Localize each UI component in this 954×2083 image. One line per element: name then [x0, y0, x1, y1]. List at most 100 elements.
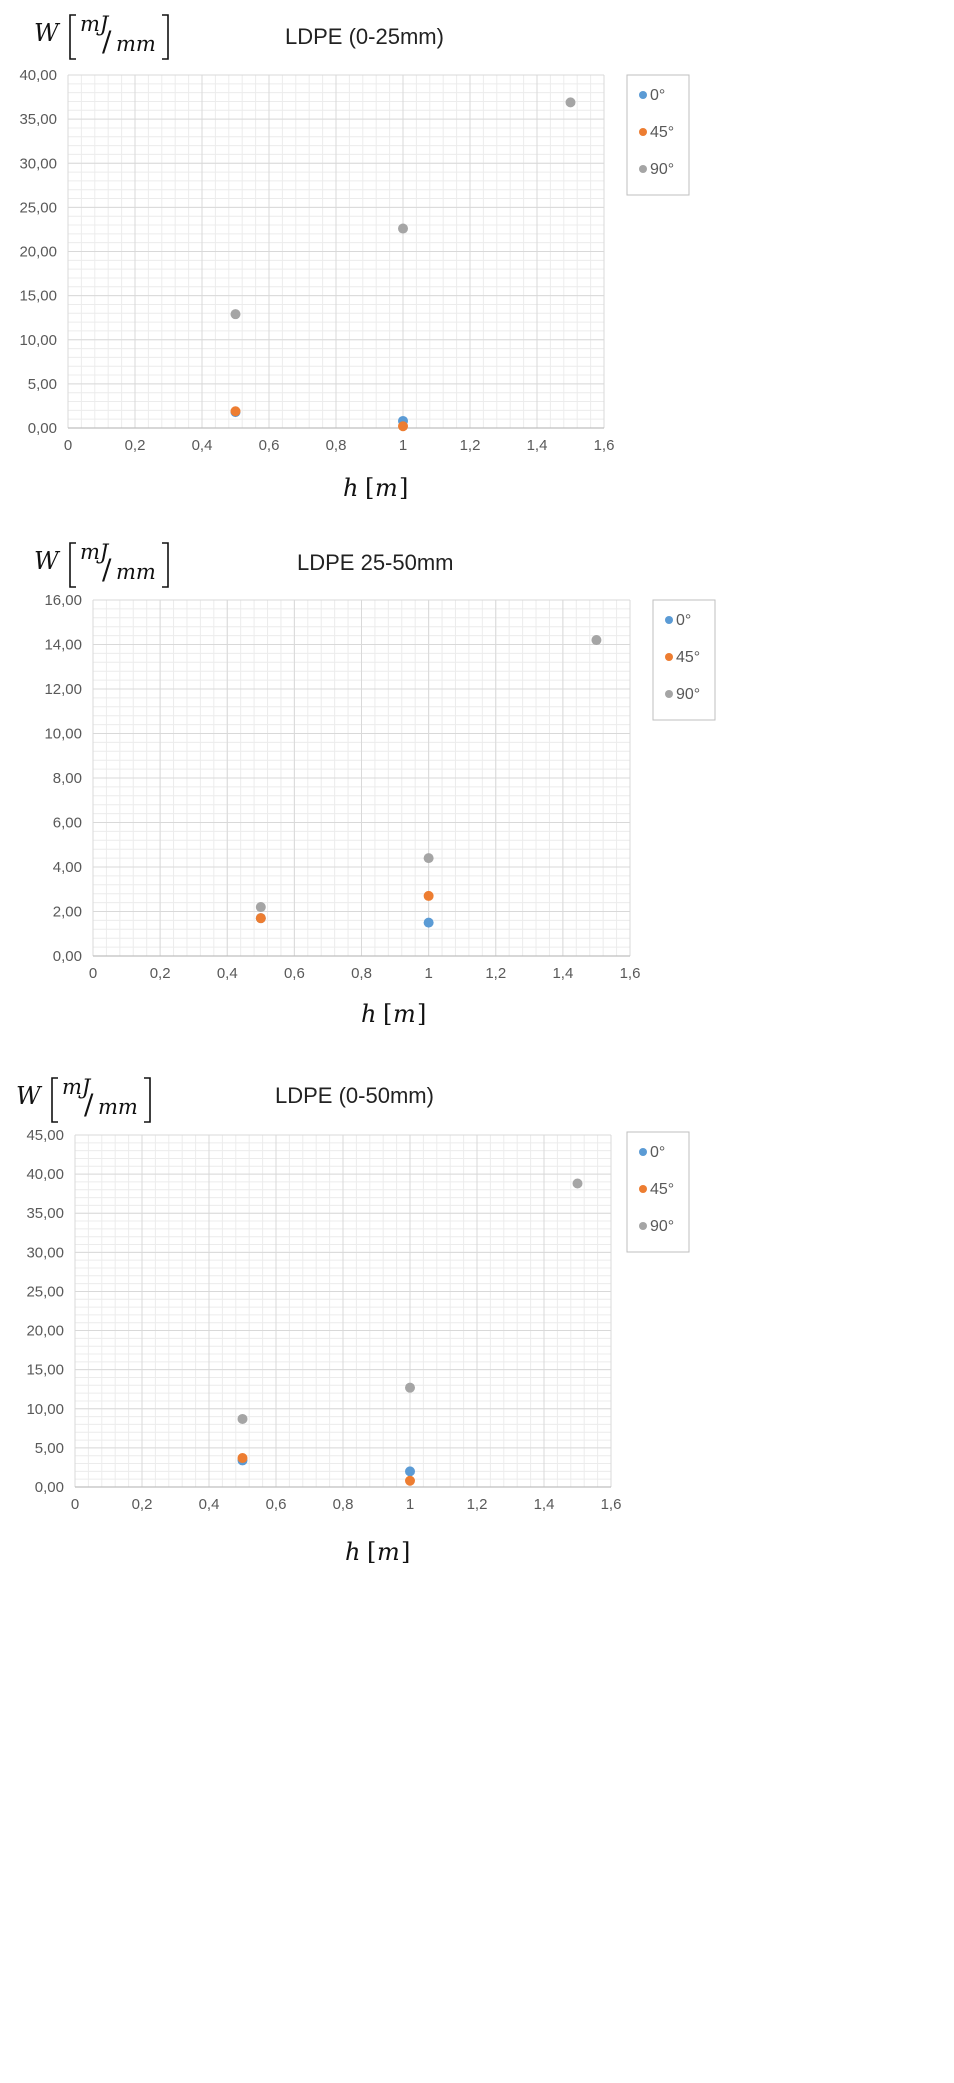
legend-frame	[626, 74, 690, 196]
legend-marker	[639, 91, 647, 99]
legend: 0° 45° 90°	[652, 599, 716, 721]
x-tick-label: 0	[64, 437, 72, 454]
legend-marker	[665, 690, 673, 698]
x-tick-label: 1,6	[601, 1496, 622, 1513]
x-tick-label: 1,4	[527, 437, 548, 454]
x-tick-label: 0,6	[266, 1496, 287, 1513]
x-axis-label: h[m]	[345, 1538, 410, 1566]
x-tick-label: 1,6	[620, 965, 641, 982]
y-axis-unit-den: mm	[116, 560, 156, 584]
bracket-left	[51, 1077, 58, 1123]
x-axis-label: h[m]	[361, 1000, 426, 1028]
y-tick-label: 0,00	[35, 1479, 64, 1496]
y-tick-label: 2,00	[53, 904, 82, 921]
y-tick-label: 4,00	[53, 859, 82, 876]
y-axis-unit-den: mm	[98, 1095, 138, 1119]
x-tick-label: 1,2	[467, 1496, 488, 1513]
x-axis-label: h[m]	[343, 474, 408, 502]
data-point-90deg	[398, 223, 408, 234]
y-tick-label: 25,00	[26, 1283, 64, 1300]
x-axis-unit: m	[393, 1000, 416, 1028]
y-tick-label: 0,00	[53, 948, 82, 965]
x-tick-label: 1,6	[594, 437, 615, 454]
data-point-45deg	[230, 406, 241, 417]
y-tick-label: 25,00	[19, 199, 57, 216]
data-point-90deg	[591, 635, 602, 646]
y-tick-label: 20,00	[26, 1323, 64, 1340]
bracket-left	[69, 542, 76, 588]
y-tick-label: 6,00	[53, 815, 82, 832]
legend-label: 45°	[650, 124, 674, 141]
legend-frame	[626, 1131, 690, 1253]
y-tick-label: 10,00	[19, 332, 57, 349]
bracket-right	[162, 14, 169, 60]
y-axis-unit-num: mJ	[62, 1075, 92, 1099]
y-axis-unit-num: mJ	[80, 12, 110, 36]
chart-1: 0,00 5,00 10,00 15,00 20,00 25,00 30,00 35,00 40…	[19, 12, 690, 502]
y-tick-label: 40,00	[26, 1166, 64, 1183]
x-tick-label: 1,4	[552, 965, 573, 982]
data-point-90deg	[230, 309, 241, 320]
y-tick-label: 45,00	[26, 1127, 64, 1144]
data-point-90deg	[423, 853, 434, 864]
y-axis-unit-den: mm	[116, 32, 156, 56]
data-point-45deg	[255, 913, 266, 924]
x-axis-bracket-open: [	[365, 474, 374, 502]
x-tick-label: 1,2	[485, 965, 506, 982]
chart-3: 0,00 5,00 10,00 15,00 20,00 25,00 30,00 35,00 40…	[16, 1075, 690, 1566]
legend-label: 90°	[650, 161, 674, 178]
x-axis-unit: m	[375, 474, 398, 502]
y-tick-label: 5,00	[35, 1440, 64, 1457]
y-tick-label: 35,00	[26, 1205, 64, 1222]
y-tick-label: 10,00	[44, 726, 82, 743]
x-axis-bracket-close: ]	[417, 1000, 426, 1028]
x-tick-label: 1	[424, 965, 432, 982]
data-point-0deg	[423, 917, 434, 928]
x-tick-label: 0,4	[199, 1496, 220, 1513]
chart-title: LDPE 25-50mm	[297, 550, 454, 575]
legend-label: 45°	[650, 1181, 674, 1198]
fraction-slash: /	[84, 1088, 94, 1121]
legend-label: 0°	[650, 1144, 665, 1161]
x-tick-label: 0	[71, 1496, 79, 1513]
legend-marker	[665, 616, 673, 624]
y-tick-label: 12,00	[44, 681, 82, 698]
y-tick-label: 14,00	[44, 637, 82, 654]
data-point-45deg	[405, 1475, 415, 1486]
data-point-45deg	[423, 890, 434, 901]
y-tick-label: 30,00	[19, 155, 57, 172]
legend-marker	[665, 653, 673, 661]
y-tick-label: 30,00	[26, 1244, 64, 1261]
chart-title: LDPE (0-25mm)	[285, 24, 444, 49]
y-tick-label: 15,00	[19, 288, 57, 305]
data-point-90deg	[237, 1413, 248, 1424]
y-tick-label: 16,00	[44, 592, 82, 609]
legend-label: 0°	[676, 612, 691, 629]
major-grid	[92, 599, 631, 957]
x-tick-label: 0,2	[150, 965, 171, 982]
y-axis-var: W	[16, 1082, 43, 1110]
x-tick-label: 0,8	[333, 1496, 354, 1513]
y-axis-unit-num: mJ	[80, 540, 110, 564]
x-tick-label: 0	[89, 965, 97, 982]
legend: 0° 45° 90°	[626, 1131, 690, 1253]
legend-label: 45°	[676, 649, 700, 666]
legend-label: 90°	[650, 1218, 674, 1235]
data-point-90deg	[565, 97, 576, 108]
data-point-45deg	[398, 421, 408, 432]
data-points	[255, 635, 602, 928]
bracket-left	[69, 14, 76, 60]
data-point-90deg	[405, 1382, 415, 1393]
x-axis-bracket-open: [	[383, 1000, 392, 1028]
chart-title: LDPE (0-50mm)	[275, 1083, 434, 1108]
y-tick-label: 8,00	[53, 770, 82, 787]
x-tick-label: 0,4	[217, 965, 238, 982]
bracket-right	[162, 542, 169, 588]
x-tick-label: 0,6	[259, 437, 280, 454]
x-axis-bracket-close: ]	[401, 1538, 410, 1566]
major-grid	[67, 74, 605, 429]
x-tick-label: 0,2	[125, 437, 146, 454]
data-point-45deg	[237, 1453, 248, 1464]
